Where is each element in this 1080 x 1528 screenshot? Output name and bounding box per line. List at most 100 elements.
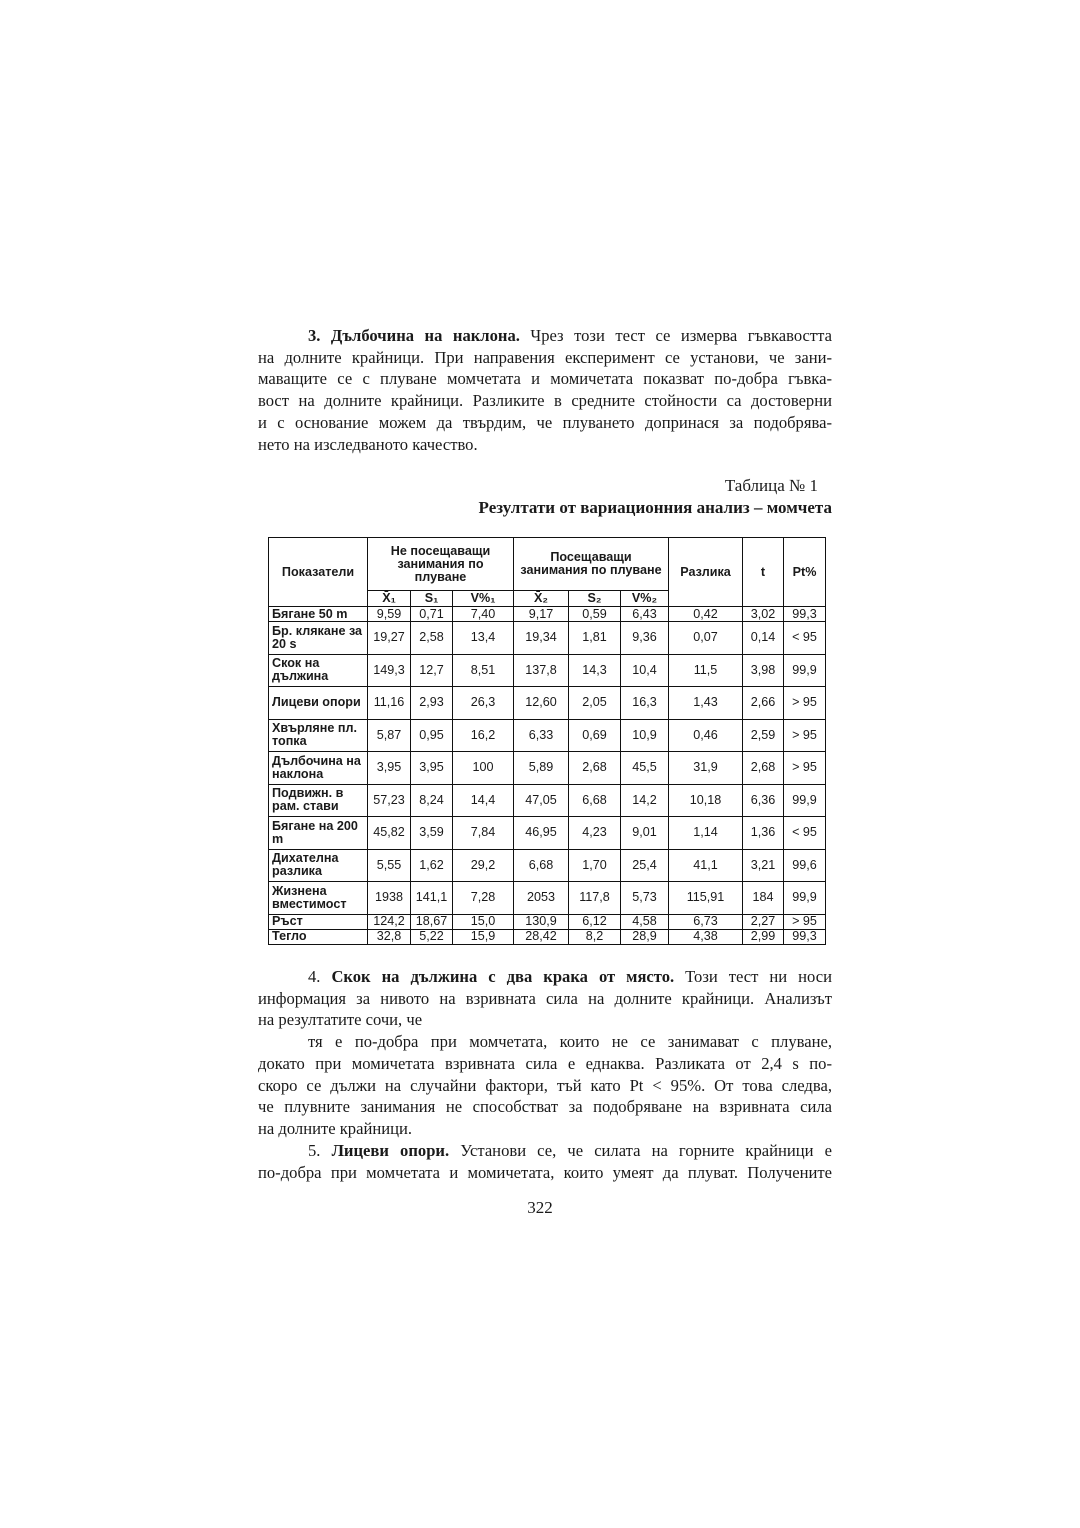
table-cell: 6,12 — [568, 913, 621, 930]
table-cell: 7,40 — [452, 606, 514, 622]
table-cell: 41,1 — [668, 848, 743, 882]
table-cell: 0,59 — [568, 606, 621, 622]
header-v2: V%₂ — [620, 590, 669, 607]
table-cell: 2,99 — [742, 928, 784, 945]
table-cell: 14,4 — [452, 783, 514, 817]
table-cell: 2,27 — [742, 913, 784, 930]
text-line: и с основание можем да твърдим, че плува… — [258, 412, 832, 432]
table-cell: 99,9 — [783, 783, 826, 817]
table-cell: 7,28 — [452, 881, 514, 915]
text-line: нето на изследваното качество. — [258, 434, 478, 454]
table-cell: < 95 — [783, 621, 826, 655]
paragraph-heading: Скок на дължина с два крака от място. — [331, 967, 675, 986]
table-cell: 0,14 — [742, 621, 784, 655]
table-cell: 5,22 — [410, 928, 453, 945]
table-row: Скок на дължина 149,3 12,7 8,51 137,8 14,3 10,… — [268, 653, 826, 687]
table-cell: 0,71 — [410, 606, 453, 622]
table-cell: 124,2 — [367, 913, 411, 930]
table-cell: 0,95 — [410, 718, 453, 752]
table-cell: 18,67 — [410, 913, 453, 930]
results-table: Показатели Не посещаващи занимания по пл… — [268, 537, 826, 945]
table-cell: 3,02 — [742, 606, 784, 622]
table-cell: 25,4 — [620, 848, 669, 882]
table-cell: > 95 — [783, 913, 826, 930]
table-cell: 11,5 — [668, 653, 743, 687]
table-cell: 45,82 — [367, 816, 411, 850]
table-cell: 3,95 — [367, 751, 411, 785]
table-cell: 5,55 — [367, 848, 411, 882]
table-cell: 9,17 — [513, 606, 569, 622]
table-cell: > 95 — [783, 751, 826, 785]
table-cell: 2,05 — [568, 686, 621, 720]
table-cell: 3,59 — [410, 816, 453, 850]
row-label: Тегло — [268, 928, 368, 945]
table-cell: 115,91 — [668, 881, 743, 915]
table-cell: 99,6 — [783, 848, 826, 882]
text-line: вост на долните крайници. Разликите в ср… — [258, 391, 832, 411]
text-line: на резултатите сочи, че — [258, 1010, 423, 1030]
table-cell: 1,62 — [410, 848, 453, 882]
table-cell: 1,70 — [568, 848, 621, 882]
page-number: 322 — [527, 1198, 553, 1217]
table-cell: 10,9 — [620, 718, 669, 752]
table-cell: 15,0 — [452, 913, 514, 930]
table-cell: 0,07 — [668, 621, 743, 655]
row-label: Бягане 50 m — [268, 606, 368, 622]
text-line: маващите се с плуване момчетата и момиче… — [258, 369, 832, 389]
table-cell: 9,36 — [620, 621, 669, 655]
table-cell: 1,36 — [742, 816, 784, 850]
header-group-swimmers: Посещаващи занимания по плуване — [513, 537, 669, 591]
table-cell: 10,18 — [668, 783, 743, 817]
table-cell: 3,98 — [742, 653, 784, 687]
table-cell: 0,46 — [668, 718, 743, 752]
text-line: скоро се дължи на случайни фактори, тъй … — [258, 1075, 832, 1095]
table-cell: 6,68 — [568, 783, 621, 817]
table-cell: 6,73 — [668, 913, 743, 930]
row-label: Бр. клякане за 20 s — [268, 621, 368, 655]
text-line: докато при момичетата взривната сила е е… — [258, 1053, 832, 1073]
table-row: Подвижн. в рам. стави 57,23 8,24 14,4 47,05 6… — [268, 783, 826, 817]
header-pt: Pt% — [783, 537, 826, 607]
table-row: Жизнена вместимост 1938 141,1 7,28 2053 117,8… — [268, 881, 826, 915]
header-x1: X̄₁ — [367, 590, 411, 607]
table-cell: 29,2 — [452, 848, 514, 882]
table-cell: 57,23 — [367, 783, 411, 817]
text-line: 4. Скок на дължина с два крака от място.… — [308, 967, 832, 986]
row-label: Дълбочина на наклона — [268, 751, 368, 785]
table-cell: 8,24 — [410, 783, 453, 817]
table-cell: 5,89 — [513, 751, 569, 785]
table-cell: < 95 — [783, 816, 826, 850]
table-cell: 3,95 — [410, 751, 453, 785]
row-label: Подвижн. в рам. стави — [268, 783, 368, 817]
table-cell: 5,73 — [620, 881, 669, 915]
table-cell: 5,87 — [367, 718, 411, 752]
paragraph-5: 5. Лицеви опори. Установи се, че силата … — [258, 1140, 832, 1183]
table-title: Резултати от вариационния анализ – момче… — [478, 498, 832, 517]
header-s1: S₁ — [410, 590, 453, 607]
table-cell: 6,33 — [513, 718, 569, 752]
table-cell: > 95 — [783, 686, 826, 720]
table-cell: 46,95 — [513, 816, 569, 850]
table-cell: 2,58 — [410, 621, 453, 655]
row-label: Бягане на 200 m — [268, 816, 368, 850]
table-cell: 149,3 — [367, 653, 411, 687]
table-cell: 14,2 — [620, 783, 669, 817]
table-cell: 28,42 — [513, 928, 569, 945]
table-cell: 117,8 — [568, 881, 621, 915]
table-cell: 7,84 — [452, 816, 514, 850]
table-cell: 4,58 — [620, 913, 669, 930]
table-cell: 1,14 — [668, 816, 743, 850]
paragraph-heading: Лицеви опори. — [331, 1141, 450, 1160]
table-cell: 8,2 — [568, 928, 621, 945]
table-cell: 2,66 — [742, 686, 784, 720]
table-cell: 6,43 — [620, 606, 669, 622]
header-indicators: Показатели — [268, 537, 368, 607]
table-cell: 28,9 — [620, 928, 669, 945]
table-cell: 99,3 — [783, 606, 826, 622]
table-row: Бягане 50 m 9,59 0,71 7,40 9,17 0,59 6,43 0,42 3… — [268, 606, 826, 622]
table-row: Дълбочина на наклона 3,95 3,95 100 5,89 2,68 4… — [268, 751, 826, 785]
text-line: 5. Лицеви опори. Установи се, че силата … — [308, 1141, 832, 1160]
text-line: информация за нивото на взривната сила н… — [258, 988, 832, 1008]
table-cell: 32,8 — [367, 928, 411, 945]
header-s2: S₂ — [568, 590, 621, 607]
